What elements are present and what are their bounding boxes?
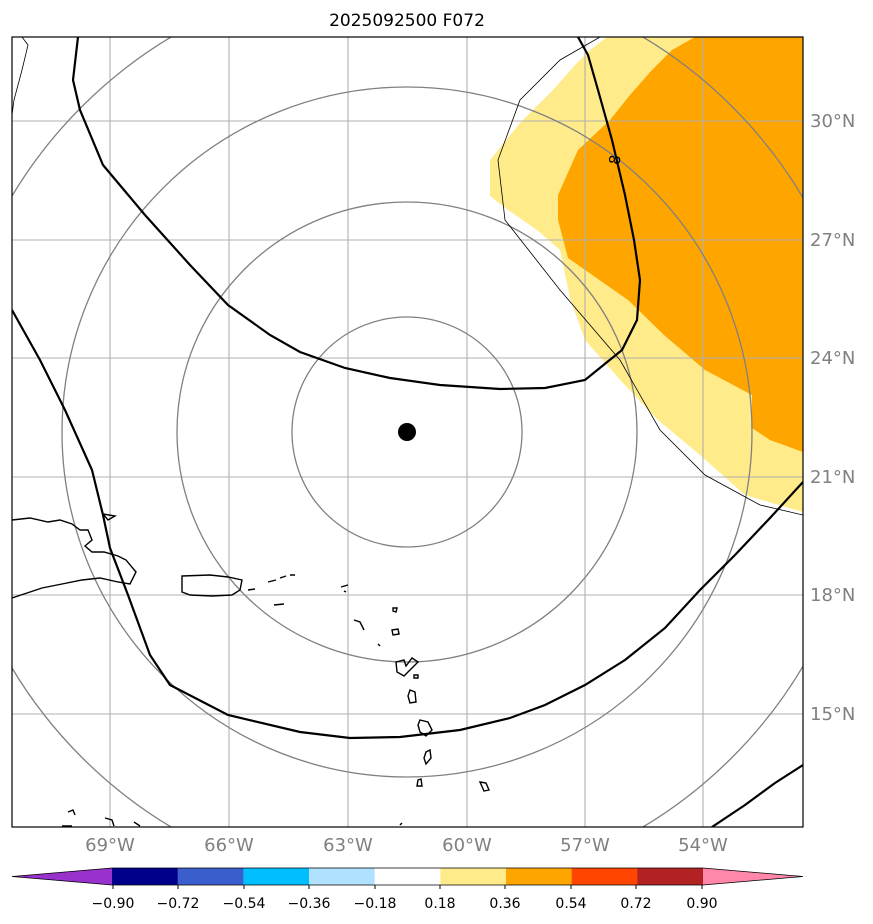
lat-label-21: 21°N xyxy=(810,467,855,488)
lat-label-27: 27°N xyxy=(810,230,855,251)
thin-coast-corner xyxy=(12,37,29,116)
small-island-1 xyxy=(101,512,118,521)
st-kitts xyxy=(353,619,365,631)
martinique xyxy=(417,719,433,737)
range-ring-2 xyxy=(176,201,638,663)
southwest-fragments xyxy=(62,809,141,827)
thin-boundary-line xyxy=(497,37,803,516)
colorbar-label-5: 0.18 xyxy=(424,896,455,912)
colorbar-label-0: −0.90 xyxy=(92,896,135,912)
contour-bottom-right xyxy=(711,764,803,827)
st-lucia xyxy=(423,748,432,766)
st-martin xyxy=(343,590,347,593)
grenadines xyxy=(399,822,403,826)
anguilla xyxy=(340,584,349,588)
marie-galante xyxy=(413,674,419,679)
colorbar-label-9: 0.90 xyxy=(686,896,717,912)
colorbar-segment-10 xyxy=(703,868,803,885)
virgin-islands xyxy=(267,574,295,583)
colorbar: −0.90 −0.72 −0.54 −0.36 −0.18 0.18 0.36 … xyxy=(11,867,804,912)
colorbar-segment-6 xyxy=(440,868,507,885)
colorbar-label-1: −0.72 xyxy=(157,896,200,912)
range-ring-1 xyxy=(291,316,523,548)
range-rings xyxy=(12,37,803,827)
coastlines xyxy=(12,512,490,827)
lat-label-24: 24°N xyxy=(810,348,855,369)
colorbar-segment-5 xyxy=(374,868,441,885)
lat-label-18: 18°N xyxy=(810,585,855,606)
colorbar-label-4: −0.18 xyxy=(354,896,397,912)
map-frame xyxy=(11,36,804,828)
small-island-2 xyxy=(247,588,256,591)
lat-label-15: 15°N xyxy=(810,704,855,725)
barbuda xyxy=(392,607,398,613)
colorbar-label-7: 0.54 xyxy=(555,896,586,912)
montserrat xyxy=(377,643,381,647)
colorbar-segment-9 xyxy=(637,868,704,885)
lat-label-30: 30°N xyxy=(810,111,855,132)
colorbar-segment-0 xyxy=(12,868,112,885)
hispaniola-coast xyxy=(12,517,137,599)
graticule xyxy=(12,37,803,827)
colorbar-label-3: −0.36 xyxy=(288,896,331,912)
colorbar-label-6: 0.36 xyxy=(489,896,520,912)
lon-label-57: 57°W xyxy=(560,835,610,856)
lon-label-66: 66°W xyxy=(204,835,254,856)
colorbar-outline xyxy=(11,867,804,886)
lon-label-54: 54°W xyxy=(678,835,728,856)
chart-title: 2025092500 F072 xyxy=(329,11,485,31)
range-ring-3 xyxy=(61,86,753,778)
dominica xyxy=(407,689,417,704)
lon-label-69: 69°W xyxy=(85,835,135,856)
colorbar-segment-4 xyxy=(309,868,376,885)
barbados xyxy=(478,781,490,792)
lon-label-60: 60°W xyxy=(442,835,492,856)
guadeloupe xyxy=(395,657,420,677)
colorbar-segment-1 xyxy=(112,868,179,885)
small-island-3 xyxy=(273,603,285,606)
colorbar-label-8: 0.72 xyxy=(620,896,651,912)
colorbar-segments xyxy=(11,867,804,886)
longitude-labels: 69°W 66°W 63°W 60°W 57°W 54°W xyxy=(85,835,728,856)
map-area: 8 xyxy=(12,37,803,827)
contour-upper xyxy=(71,37,642,391)
center-marker xyxy=(398,423,416,441)
contours xyxy=(12,37,803,827)
antigua xyxy=(391,628,400,636)
latitude-labels: 30°N 27°N 24°N 21°N 18°N 15°N xyxy=(810,111,855,725)
colorbar-label-2: −0.54 xyxy=(223,896,266,912)
colorbar-segment-8 xyxy=(571,868,638,885)
colorbar-segment-3 xyxy=(243,868,310,885)
colorbar-ticks xyxy=(112,885,703,889)
puerto-rico-island xyxy=(181,574,243,597)
st-vincent xyxy=(416,778,423,787)
colorbar-segment-2 xyxy=(177,868,244,885)
colorbar-segment-7 xyxy=(506,868,573,885)
contour-lower xyxy=(12,309,803,740)
contour-label: 8 xyxy=(605,154,624,167)
lon-label-63: 63°W xyxy=(323,835,373,856)
